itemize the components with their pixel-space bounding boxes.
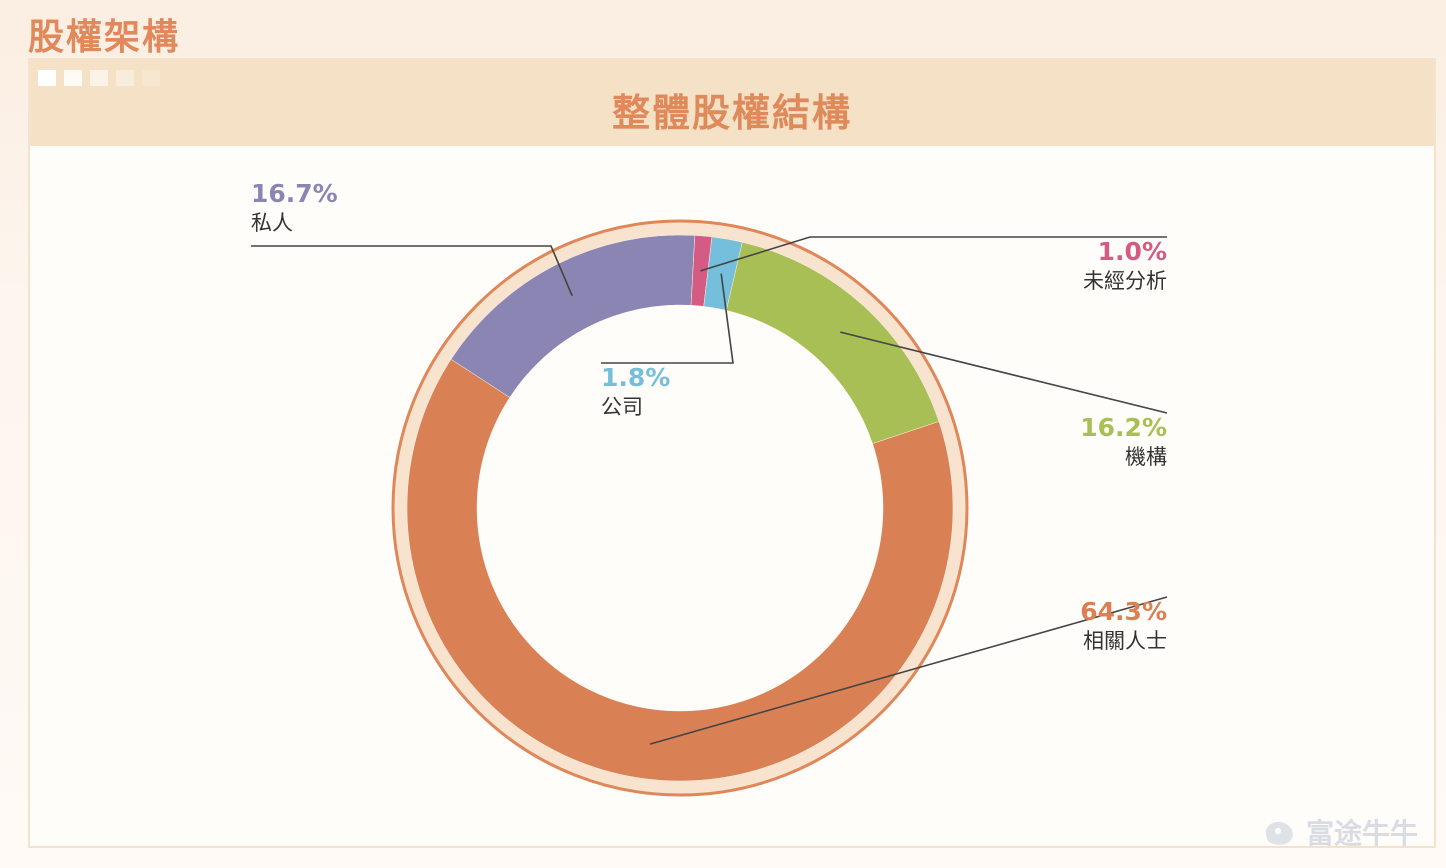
chart-header: 整體股權結構	[30, 60, 1434, 146]
chart-title: 整體股權結構	[611, 91, 852, 135]
callout-line	[601, 273, 734, 364]
slice-percent-label: 1.8%	[601, 363, 670, 392]
watermark-text: 富途牛牛	[1306, 817, 1419, 850]
slice-name-label: 未經分析	[1083, 269, 1167, 293]
callout-line	[649, 596, 1168, 745]
slice-percent-label: 16.7%	[251, 179, 338, 208]
callout-line	[700, 236, 1167, 272]
dot	[90, 70, 108, 86]
dot	[38, 70, 56, 86]
callout-line	[840, 331, 1168, 414]
slice-name-label: 相關人士	[1083, 629, 1167, 653]
slice-name-label: 公司	[601, 395, 643, 419]
dot	[64, 70, 82, 86]
page-heading: 股權架構	[28, 17, 181, 58]
donut-hole	[477, 305, 883, 711]
slice-percent-label: 64.3%	[1080, 597, 1167, 626]
callout-line	[251, 245, 573, 297]
futu-logo-icon	[1265, 821, 1293, 845]
dot	[116, 70, 134, 86]
slice-name-label: 私人	[251, 211, 293, 235]
slice-percent-label: 1.0%	[1098, 237, 1167, 266]
slice-percent-label: 16.2%	[1080, 413, 1167, 442]
pagination-dots	[38, 70, 160, 86]
dot	[142, 70, 160, 86]
watermark: 富途牛牛	[1262, 812, 1418, 852]
slice-name-label: 機構	[1125, 445, 1167, 469]
